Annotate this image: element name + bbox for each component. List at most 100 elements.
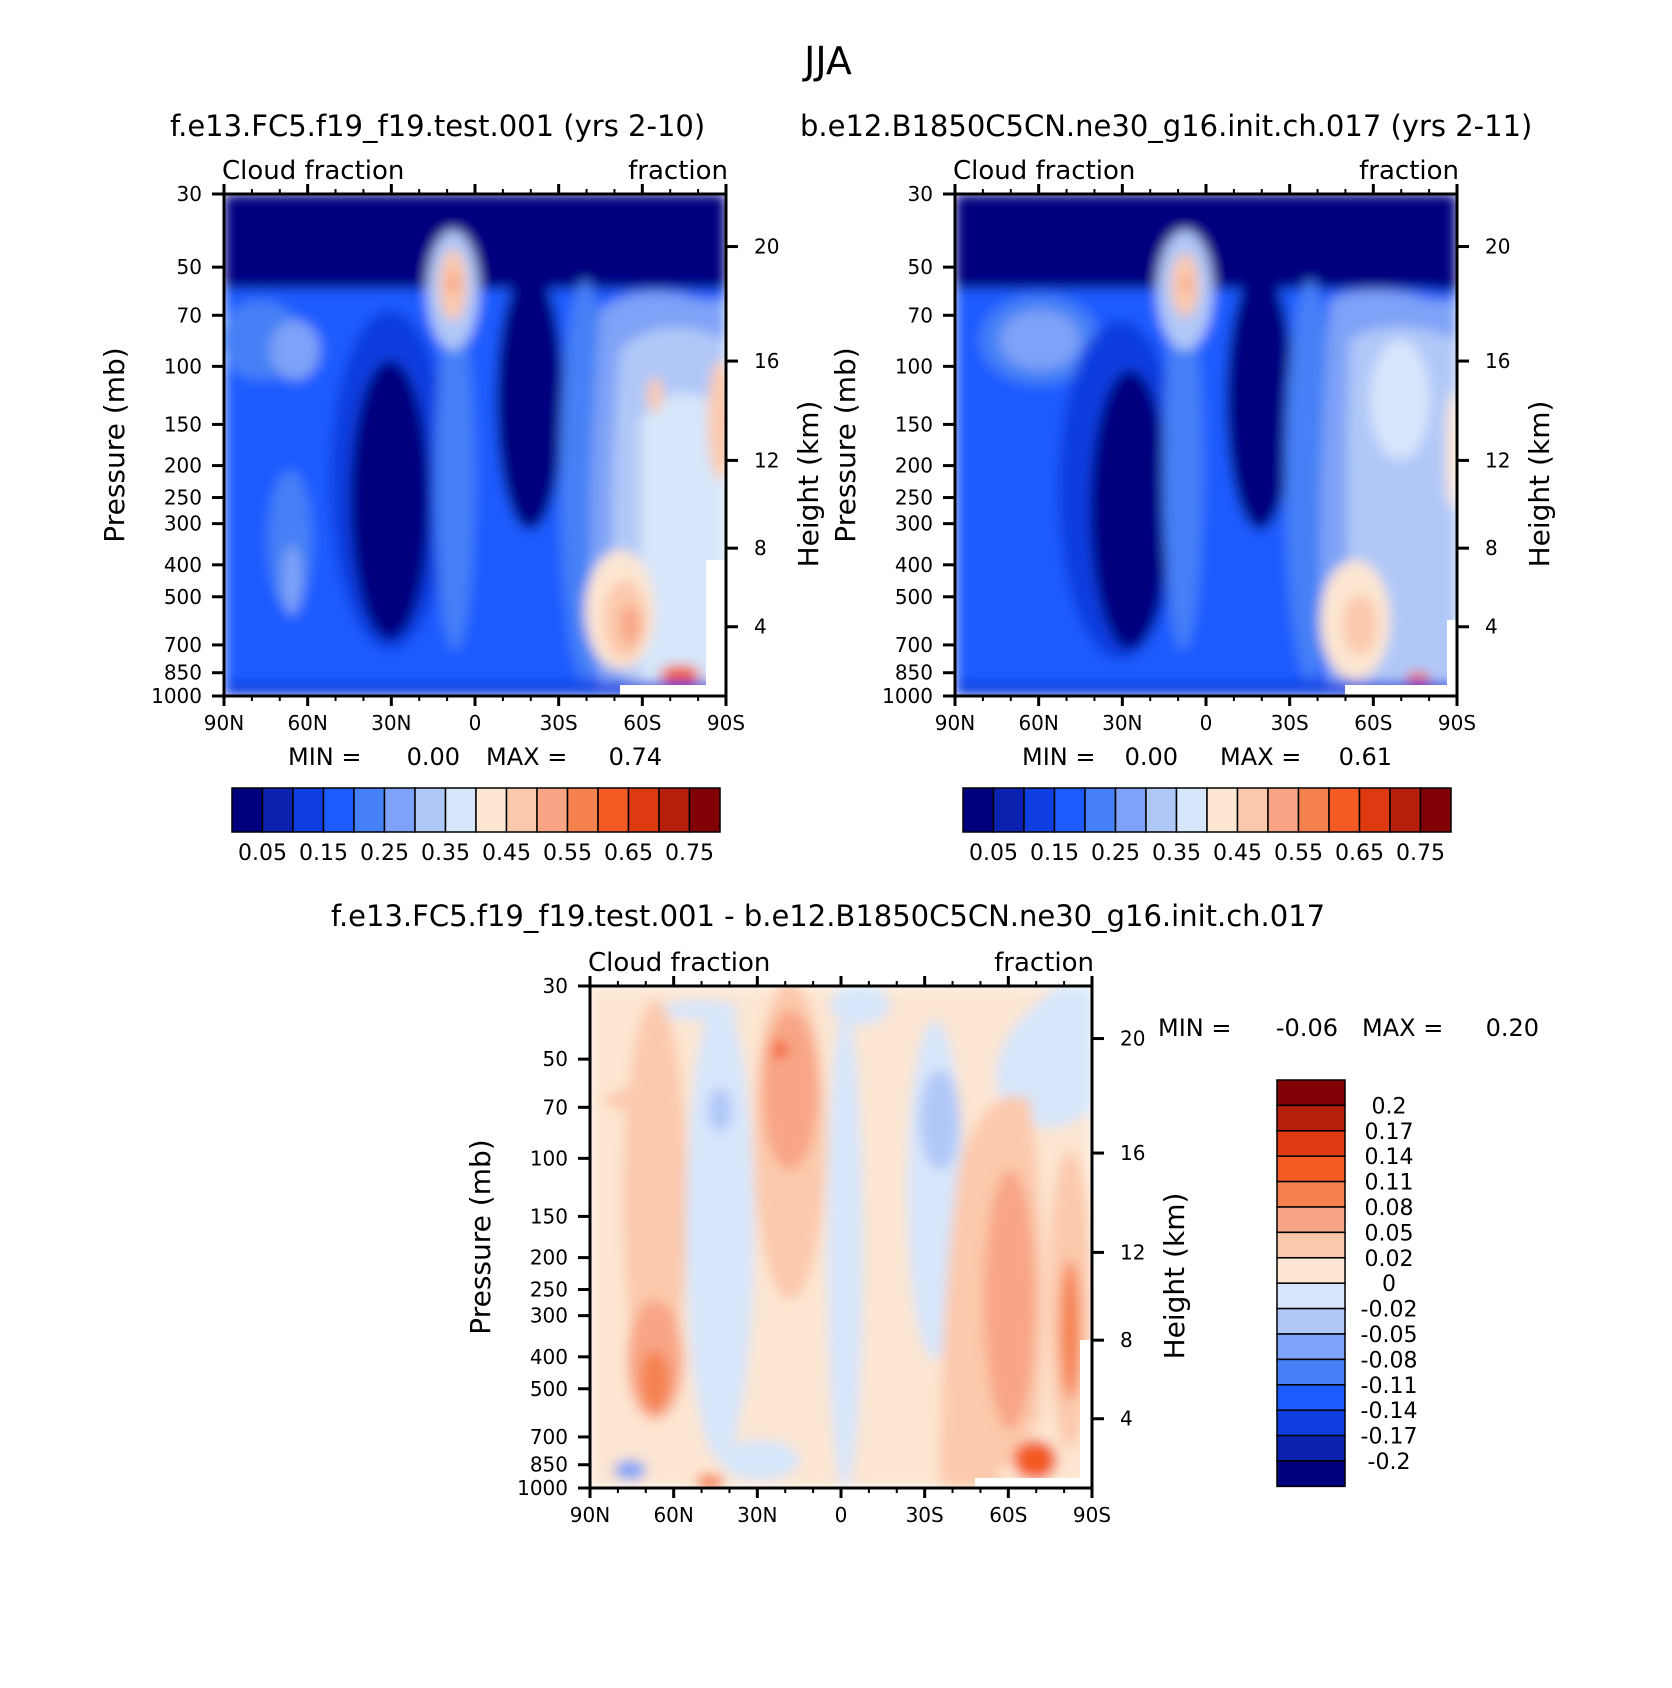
colorbar-swatch xyxy=(1053,787,1086,833)
y-tick-label: 1000 xyxy=(151,684,202,708)
x-tick-label: 30S xyxy=(1271,711,1309,735)
colorbar-label: 0.45 xyxy=(482,841,531,866)
y-tick-label: 850 xyxy=(895,661,933,685)
colorbar-label: 0.02 xyxy=(1365,1247,1414,1272)
y-axis-title: Pressure (mb) xyxy=(98,347,131,542)
case2-title: b.e12.B1850C5CN.ne30_g16.init.ch.017 (yr… xyxy=(800,109,1532,143)
colorbar-label: -0.08 xyxy=(1361,1348,1418,1373)
colorbar-swatch xyxy=(1276,1409,1346,1437)
y-tick-label: 300 xyxy=(530,1304,568,1328)
colorbar-label: -0.05 xyxy=(1361,1323,1418,1348)
x-tick-label: 30N xyxy=(1102,711,1142,735)
colorbar-swatch xyxy=(322,787,355,833)
panel-difference: Cloud fraction fraction xyxy=(464,948,1539,1527)
colorbar-swatch xyxy=(658,787,691,833)
colorbar-difference: 0.20.170.140.110.080.050.020-0.02-0.05-0… xyxy=(1276,1079,1418,1488)
colorbar-swatch xyxy=(1328,787,1361,833)
y-right-tick-label: 4 xyxy=(754,615,767,639)
colorbar-label: 0.17 xyxy=(1365,1120,1414,1145)
colorbar-label: 0.35 xyxy=(1152,841,1201,866)
y-axis-title: Pressure (mb) xyxy=(829,347,862,542)
colorbar-swatch xyxy=(261,787,294,833)
min-value-test: 0.00 xyxy=(407,743,460,771)
y-tick-label: 850 xyxy=(164,661,202,685)
y-tick-label: 30 xyxy=(543,974,568,998)
colorbar-label: 0.35 xyxy=(421,841,470,866)
x-tick-label: 0 xyxy=(469,711,482,735)
min-label-test: MIN = xyxy=(288,743,361,771)
x-tick-label: 60N xyxy=(1018,711,1058,735)
x-tick-label: 60N xyxy=(287,711,327,735)
y-tick-label: 150 xyxy=(895,412,933,436)
colorbar-swatch xyxy=(566,787,599,833)
y-tick-label: 300 xyxy=(164,512,202,536)
colorbar-swatch xyxy=(383,787,416,833)
y-tick-label: 200 xyxy=(530,1246,568,1270)
colorbar-label: 0.2 xyxy=(1372,1094,1407,1119)
y-right-tick-label: 16 xyxy=(1485,349,1510,373)
colorbar-swatch xyxy=(1276,1130,1346,1157)
colorbar-test: 0.05 0.15 0.25 0.35 0.45 0.55 0.65 0.75 xyxy=(231,787,721,866)
y-right-tick-label: 4 xyxy=(1120,1407,1133,1431)
contour-field-test xyxy=(224,194,726,696)
diff-title: f.e13.FC5.f19_f19.test.001 - b.e12.B1850… xyxy=(331,899,1325,933)
y-tick-label: 250 xyxy=(530,1278,568,1302)
colorbar-swatch xyxy=(597,787,630,833)
colorbar-swatch xyxy=(1276,1180,1346,1208)
case1-title: f.e13.FC5.f19_f19.test.001 (yrs 2-10) xyxy=(170,109,705,143)
y-tick-label: 850 xyxy=(530,1453,568,1477)
colorbar-swatch xyxy=(1276,1434,1346,1462)
y-tick-label: 250 xyxy=(895,486,933,510)
y-tick-label: 400 xyxy=(530,1345,568,1369)
colorbar-swatch xyxy=(1206,787,1239,833)
panel-test-title-left: Cloud fraction xyxy=(222,156,404,186)
colorbar-swatch xyxy=(1276,1206,1346,1234)
y-tick-label: 50 xyxy=(177,255,202,279)
colorbar-label: 0.65 xyxy=(1335,841,1384,866)
colorbar-swatch xyxy=(505,787,538,833)
contour-field-control xyxy=(955,194,1457,696)
y-tick-label: 400 xyxy=(895,553,933,577)
colorbar-swatch xyxy=(475,787,508,833)
y-right-axis-title: Height (km) xyxy=(792,401,825,568)
colorbar-swatch xyxy=(1276,1307,1346,1335)
colorbar-swatch xyxy=(1276,1460,1346,1488)
x-tick-label: 90N xyxy=(204,711,244,735)
panel-test-case: Cloud fraction fraction xyxy=(98,156,825,866)
x-tick-label: 30S xyxy=(540,711,578,735)
colorbar-swatch xyxy=(1267,787,1300,833)
colorbar-label: 0.65 xyxy=(604,841,653,866)
y-tick-label: 100 xyxy=(164,354,202,378)
colorbar-swatch xyxy=(1023,787,1056,833)
colorbar-swatch xyxy=(1236,787,1269,833)
colorbar-swatch xyxy=(1276,1257,1346,1284)
colorbar-label: 0.55 xyxy=(1274,841,1323,866)
colorbar-label: -0.11 xyxy=(1361,1374,1418,1399)
colorbar-label: 0.15 xyxy=(1030,841,1079,866)
colorbar-swatch xyxy=(353,787,386,833)
y-right-tick-label: 8 xyxy=(1120,1328,1133,1352)
y-tick-label: 70 xyxy=(543,1095,568,1119)
y-tick-label: 400 xyxy=(164,553,202,577)
y-tick-label: 500 xyxy=(530,1377,568,1401)
y-tick-label: 200 xyxy=(895,454,933,478)
y-tick-label: 100 xyxy=(895,354,933,378)
colorbar-label: 0.05 xyxy=(969,841,1018,866)
panel-control-title-right: fraction xyxy=(1359,156,1459,186)
colorbar-control: 0.05 0.15 0.25 0.35 0.45 0.55 0.65 0.75 xyxy=(962,787,1452,866)
y-tick-label: 500 xyxy=(895,585,933,609)
y-tick-label: 70 xyxy=(908,303,933,327)
colorbar-label: 0.55 xyxy=(543,841,592,866)
colorbar-label: -0.02 xyxy=(1361,1298,1418,1323)
colorbar-swatch xyxy=(1276,1104,1346,1132)
colorbar-label: 0.05 xyxy=(1365,1221,1414,1246)
colorbar-swatch xyxy=(292,787,325,833)
min-value-difference: -0.06 xyxy=(1276,1014,1338,1042)
x-tick-label: 90N xyxy=(935,711,975,735)
colorbar-label: 0.08 xyxy=(1365,1196,1414,1221)
y-right-tick-label: 20 xyxy=(1120,1027,1145,1051)
colorbar-swatch xyxy=(1084,787,1117,833)
colorbar-label: 0.75 xyxy=(665,841,714,866)
y-right-tick-label: 20 xyxy=(754,235,779,259)
y-right-tick-label: 8 xyxy=(754,536,767,560)
